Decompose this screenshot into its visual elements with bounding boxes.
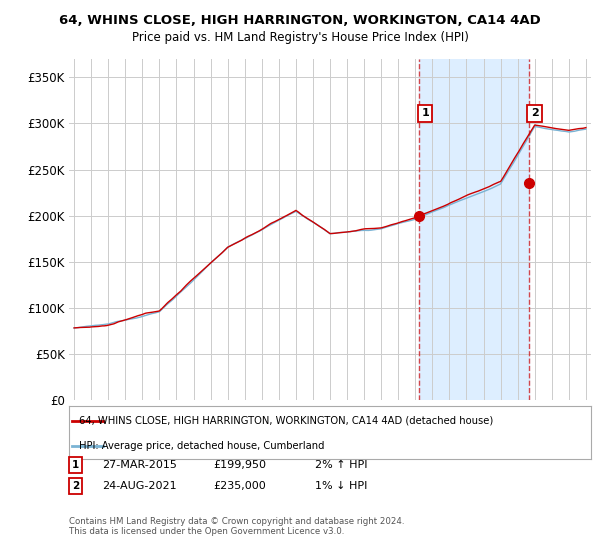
Text: 2: 2 xyxy=(72,481,79,491)
Text: 1: 1 xyxy=(72,460,79,470)
Text: £199,950: £199,950 xyxy=(213,460,266,470)
Text: 1% ↓ HPI: 1% ↓ HPI xyxy=(315,481,367,491)
Text: HPI: Average price, detached house, Cumberland: HPI: Average price, detached house, Cumb… xyxy=(79,441,325,451)
Text: 64, WHINS CLOSE, HIGH HARRINGTON, WORKINGTON, CA14 4AD (detached house): 64, WHINS CLOSE, HIGH HARRINGTON, WORKIN… xyxy=(79,416,494,426)
Text: Contains HM Land Registry data © Crown copyright and database right 2024.
This d: Contains HM Land Registry data © Crown c… xyxy=(69,517,404,536)
Text: 2: 2 xyxy=(531,109,539,119)
Bar xyxy=(419,59,529,400)
Text: £235,000: £235,000 xyxy=(213,481,266,491)
Text: 1: 1 xyxy=(421,109,429,119)
Text: 27-MAR-2015: 27-MAR-2015 xyxy=(102,460,177,470)
Text: 2% ↑ HPI: 2% ↑ HPI xyxy=(315,460,367,470)
Text: 64, WHINS CLOSE, HIGH HARRINGTON, WORKINGTON, CA14 4AD: 64, WHINS CLOSE, HIGH HARRINGTON, WORKIN… xyxy=(59,14,541,27)
Text: Price paid vs. HM Land Registry's House Price Index (HPI): Price paid vs. HM Land Registry's House … xyxy=(131,31,469,44)
Text: 24-AUG-2021: 24-AUG-2021 xyxy=(102,481,176,491)
